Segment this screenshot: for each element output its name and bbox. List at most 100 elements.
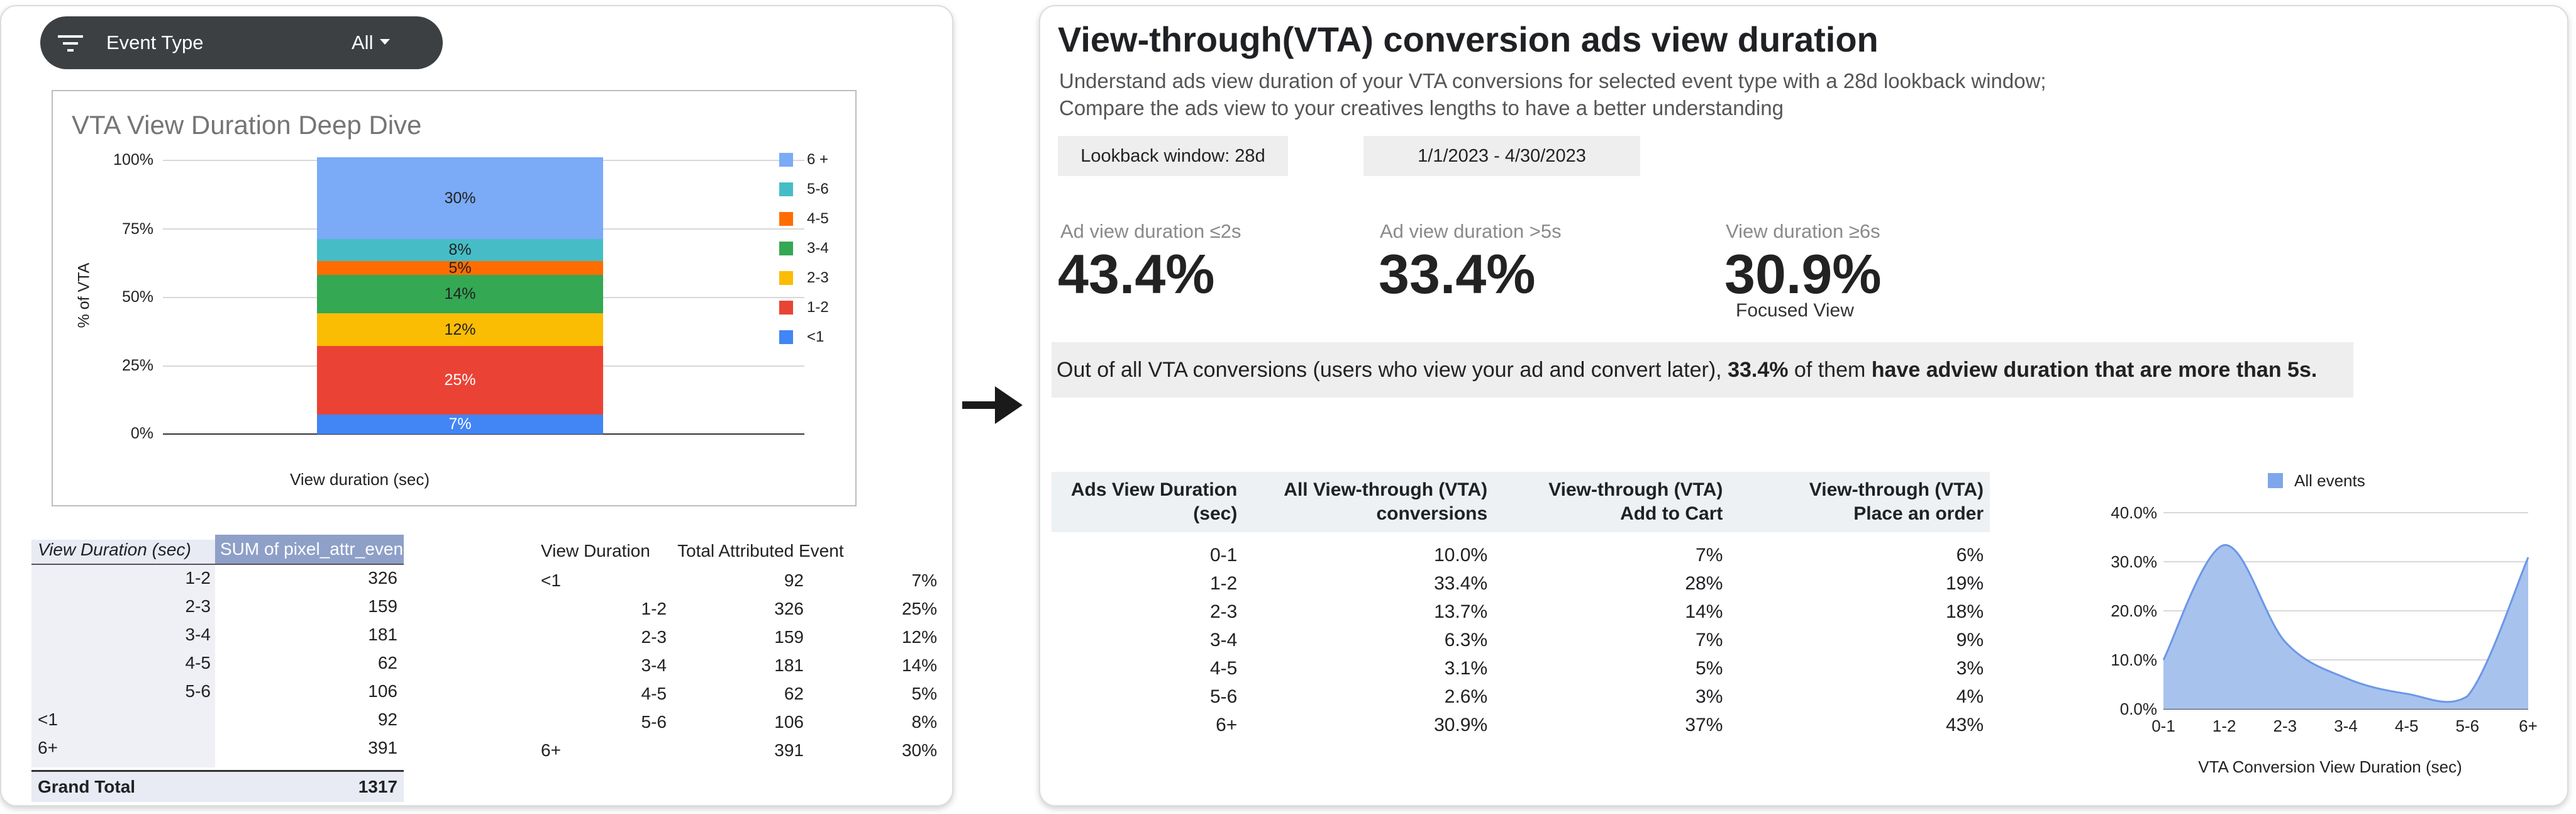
bar-segment-1: 7% — [317, 415, 603, 434]
x-tick-label: 4-5 — [2395, 716, 2419, 735]
dropdown-caret-icon[interactable] — [380, 39, 390, 45]
pivot-a-row-label: <1 — [38, 710, 58, 729]
legend-label: 1-2 — [807, 299, 829, 316]
arrow-right-icon — [962, 386, 1023, 424]
legend-label: 5-6 — [807, 181, 829, 198]
pivot-a-total-row: Grand Total 1317 — [31, 770, 404, 802]
y-tick-label: 40.0% — [2111, 503, 2157, 522]
table-cell: 3.1% — [1444, 657, 1488, 679]
area-x-axis-title: VTA Conversion View Duration (sec) — [2198, 757, 2462, 776]
pivot-b-row-count: 92 — [784, 571, 804, 590]
x-tick-label: 1-2 — [2212, 716, 2236, 735]
callout-value: 33.4% — [1728, 357, 1789, 382]
y-tick-label: 20.0% — [2111, 601, 2157, 620]
pivot-b-row-percent: 14% — [901, 655, 937, 675]
area-legend-label: All events — [2294, 471, 2365, 490]
pivot-a-total-value: 1317 — [358, 777, 397, 796]
legend-swatch — [2268, 473, 2283, 488]
table-row: 3-4 6.3% 7% 9% — [1052, 626, 1990, 654]
bar-segment-34: 14% — [317, 275, 603, 314]
pivot-a-row-label: 6+ — [38, 738, 58, 757]
kpi-label-ge6s: View duration ≥6s — [1726, 220, 1880, 242]
col-header-duration[interactable]: Ads View Duration (sec) — [1052, 472, 1244, 532]
x-tick-label: 2-3 — [2273, 716, 2297, 735]
legend-item: 3-4 — [779, 240, 829, 257]
col-header-place-order[interactable]: View-through (VTA) Place an order — [1729, 472, 1990, 532]
kpi-note-focused-view: Focused View — [1736, 300, 1854, 321]
x-tick-label: 5-6 — [2456, 716, 2480, 735]
table-cell: 7% — [1696, 544, 1723, 566]
data-label: 14% — [444, 285, 476, 303]
x-axis-title: View duration (sec) — [289, 470, 430, 489]
table-cell: 5% — [1696, 657, 1723, 679]
table-row: 5-6 2.6% 3% 4% — [1052, 683, 1990, 711]
pivot-a-header-row: View Duration (sec) SUM of pixel_attr_ev… — [31, 535, 404, 565]
pivot-b-header-total: Total Attributed Event — [677, 541, 844, 560]
kpi-value-le2s: 43.4% — [1058, 243, 1215, 305]
pivot-a-row-label: 3-4 — [185, 625, 211, 644]
table-cell: 9% — [1956, 629, 1984, 650]
legend-swatch — [779, 301, 793, 315]
table-cell: 1-2 — [1209, 572, 1238, 594]
event-type-filter[interactable]: Event Type All — [40, 16, 443, 69]
legend-label: <1 — [807, 328, 824, 345]
y-tick-label: 10.0% — [2111, 650, 2157, 669]
col-header-add-to-cart[interactable]: View-through (VTA) Add to Cart — [1494, 472, 1729, 532]
legend-item: <1 — [779, 328, 824, 346]
pivot-b-row-label: 5-6 — [641, 712, 667, 732]
date-range-badge[interactable]: 1/1/2023 - 4/30/2023 — [1363, 136, 1640, 176]
pivot-b-row-label: 2-3 — [641, 627, 667, 647]
legend-item: 1-2 — [779, 299, 829, 316]
table-cell: 19% — [1945, 572, 1984, 594]
pivot-b-row-count: 106 — [774, 712, 804, 732]
table-row: 6+ 30.9% 37% 43% — [1052, 711, 1990, 739]
pivot-a-row-value: 106 — [368, 681, 397, 701]
callout-bold: have adview duration that are more than … — [1871, 357, 2318, 382]
callout-text: Out of all VTA conversions (users who vi… — [1057, 357, 1728, 382]
col-header-all-vta[interactable]: All View-through (VTA) conversions — [1243, 472, 1494, 532]
table-cell: 3% — [1956, 657, 1984, 679]
left-panel: Event Type All VTA View Duration Deep Di… — [0, 5, 953, 806]
table-cell: 6.3% — [1444, 629, 1488, 650]
pivot-a-header-duration[interactable]: View Duration (sec) — [31, 540, 220, 564]
kpi-value-gt5s: 33.4% — [1379, 243, 1536, 305]
table-cell: 4-5 — [1209, 657, 1238, 679]
pivot-a-row-label: 1-2 — [185, 568, 211, 588]
table-cell: 37% — [1685, 714, 1723, 735]
data-label: 25% — [444, 371, 476, 389]
report-subtitle-1: Understand ads view duration of your VTA… — [1059, 69, 2046, 92]
pivot-b-row-percent: 5% — [911, 684, 937, 703]
pivot-a-row-value: 92 — [377, 710, 397, 729]
area-fill — [2163, 545, 2528, 709]
x-tick-label: 3-4 — [2334, 716, 2358, 735]
y-tick-label: 75% — [121, 220, 153, 238]
lookback-window-badge: Lookback window: 28d — [1058, 136, 1288, 176]
pivot-a-row-value: 391 — [368, 738, 397, 757]
pivot-b-row-label: 3-4 — [641, 655, 667, 675]
table-cell: 4% — [1956, 686, 1984, 707]
filter-value[interactable]: All — [352, 31, 374, 53]
pivot-b-row-percent: 12% — [901, 627, 937, 647]
table-row: 1-2 33.4% 28% 19% — [1052, 569, 1990, 598]
table-cell: 10.0% — [1434, 544, 1488, 566]
legend-swatch — [779, 212, 793, 226]
table-cell: 43% — [1945, 714, 1984, 735]
pivot-b-row-label: 6+ — [541, 740, 561, 760]
table-row: 4-5 3.1% 5% 3% — [1052, 654, 1990, 683]
table-row: 2-3 13.7% 14% 18% — [1052, 598, 1990, 626]
y-tick-label: 0% — [130, 425, 153, 442]
data-label: 30% — [444, 189, 476, 207]
pivot-a-header-sum[interactable]: SUM of pixel_attr_even — [215, 535, 404, 564]
table-header-row: Ads View Duration (sec) All View-through … — [1052, 472, 1990, 532]
report-subtitle-2: Compare the ads view to your creatives l… — [1059, 96, 1784, 120]
pivot-a-row-value: 326 — [368, 568, 397, 588]
y-tick-label: 50% — [121, 288, 153, 306]
pivot-b-row-percent: 8% — [911, 712, 937, 732]
pivot-b-row-label: 1-2 — [641, 599, 667, 618]
pivot-b-header-duration: View Duration — [541, 541, 650, 560]
data-label: 12% — [444, 320, 476, 338]
legend-item: 4-5 — [779, 210, 829, 228]
summary-callout: Out of all VTA conversions (users who vi… — [1052, 342, 2353, 398]
pivot-a-row-label: 5-6 — [185, 681, 211, 701]
x-axis — [163, 433, 804, 435]
